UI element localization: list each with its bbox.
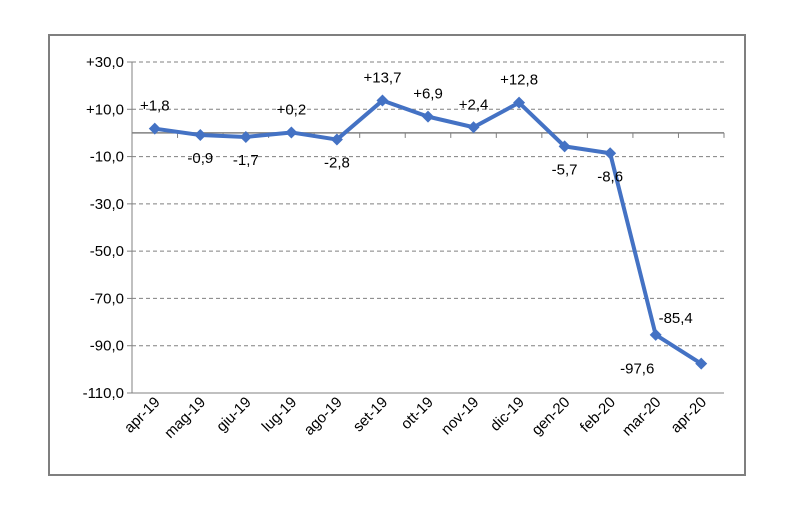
- y-tick-label: -110,0: [83, 385, 124, 402]
- x-tick-label: apr-19: [121, 394, 164, 437]
- series-line: [154, 98, 703, 366]
- y-tick-label: -30,0: [90, 196, 124, 213]
- x-tick-label: mag-19: [161, 394, 209, 442]
- data-point: [558, 140, 571, 153]
- data-point: [148, 122, 161, 135]
- x-tick-label: nov-19: [438, 394, 482, 438]
- data-label: -8,6: [597, 168, 623, 185]
- data-label: +0,2: [277, 101, 307, 118]
- x-tick-label: dic-19: [487, 394, 528, 435]
- data-point: [239, 130, 252, 143]
- data-label: +13,7: [363, 70, 401, 87]
- data-point: [695, 357, 708, 370]
- data-label: -5,7: [552, 161, 578, 178]
- y-tick-label: +30,0: [86, 54, 124, 71]
- data-point: [330, 133, 343, 146]
- data-point: [604, 147, 617, 160]
- y-tick-label: +10,0: [86, 101, 124, 118]
- data-point: [285, 126, 298, 139]
- y-tick-label: -10,0: [90, 149, 124, 166]
- x-tick-label: ago-19: [301, 394, 346, 439]
- data-label: -85,4: [659, 310, 693, 327]
- x-tick-label: ott-19: [398, 394, 437, 433]
- data-label: +12,8: [500, 72, 538, 89]
- data-label: -97,6: [620, 361, 654, 378]
- x-tick-label: lug-19: [259, 394, 301, 436]
- series-layer: [148, 94, 708, 370]
- data-point: [467, 121, 480, 134]
- data-label: +6,9: [413, 86, 443, 103]
- data-point: [376, 94, 389, 107]
- data-label: +1,8: [140, 98, 170, 115]
- x-tick-label: feb-20: [577, 394, 619, 436]
- data-point: [194, 129, 207, 142]
- grid-layer: [132, 61, 724, 347]
- y-tick-label: -90,0: [90, 338, 124, 355]
- data-label: -1,7: [233, 152, 259, 169]
- x-tick-label: gen-20: [528, 394, 573, 439]
- data-label: +2,4: [459, 96, 489, 113]
- x-tick-label: set-19: [350, 394, 392, 436]
- data-point: [422, 110, 434, 123]
- data-label: -2,8: [324, 155, 350, 172]
- data-point: [513, 96, 526, 109]
- x-tick-label: giu-19: [213, 394, 255, 436]
- label-layer: +1,8 -0,9 -1,7 +0,2 -2,8 +13,7 +6,9 +2,4 +12,8 -5…: [140, 70, 693, 378]
- y-tick-label: -70,0: [90, 290, 124, 307]
- x-tick-label: apr-20: [667, 394, 710, 437]
- axis-layer: +30,0 +10,0 -10,0 -30,0 -50,0 -70,0 -90,0 -110,…: [83, 54, 725, 442]
- x-tick-label: mar-20: [619, 394, 665, 440]
- y-tick-label: -50,0: [90, 243, 124, 260]
- data-point: [649, 328, 662, 341]
- data-label: -0,9: [187, 150, 213, 167]
